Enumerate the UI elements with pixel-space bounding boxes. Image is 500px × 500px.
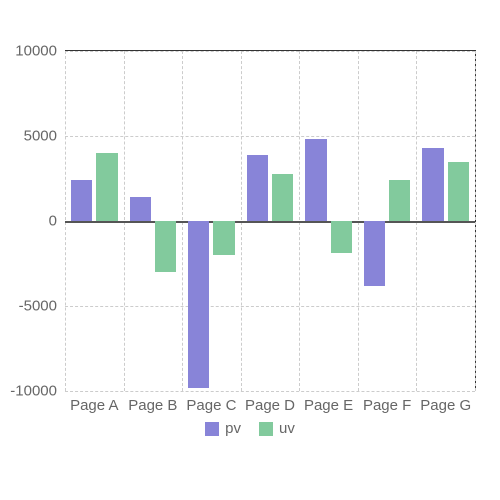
legend-label-pv: pv [225,420,241,437]
bar-uv [389,180,410,221]
bar-pv [247,155,268,221]
legend-item-pv: pv [205,420,241,437]
y-tick-label: -10000 [10,383,57,400]
y-tick-label: 10000 [15,43,57,60]
legend-swatch-uv [259,422,273,436]
bar-pv [364,221,385,286]
bar-pv [71,180,92,221]
bar-uv [448,162,469,221]
x-tick-label: Page F [363,397,411,414]
x-tick-label: Page G [420,397,471,414]
x-tick-label: Page B [128,397,177,414]
chart-container: -10000 -5000 0 5000 10000 Page A Page B Page C P… [0,0,500,500]
legend-label-uv: uv [279,420,295,437]
plot-area: -10000-50000500010000Page APage BPage CP… [65,50,476,391]
bar-uv [213,221,234,255]
x-tick-label: Page A [70,397,118,414]
legend-swatch-pv [205,422,219,436]
bar-pv [422,148,443,221]
x-tick-label: Page C [186,397,236,414]
bar-uv [96,153,117,221]
bar-pv [130,197,151,221]
x-tick-label: Page D [245,397,295,414]
grid-line-h [65,306,475,307]
legend: pv uv [0,420,500,437]
x-tick-label: Page E [304,397,353,414]
legend-item-uv: uv [259,420,295,437]
grid-line-h [65,51,475,52]
grid-line-h [65,136,475,137]
grid-line-v [475,51,476,391]
zero-line [65,221,475,223]
bar-pv [305,139,326,221]
y-tick-label: -5000 [19,298,57,315]
bar-uv [272,174,293,221]
bar-uv [331,221,352,253]
bar-pv [188,221,209,388]
bar-uv [155,221,176,272]
y-tick-label: 5000 [24,128,57,145]
grid-line-h [65,391,475,392]
y-tick-label: 0 [49,213,57,230]
